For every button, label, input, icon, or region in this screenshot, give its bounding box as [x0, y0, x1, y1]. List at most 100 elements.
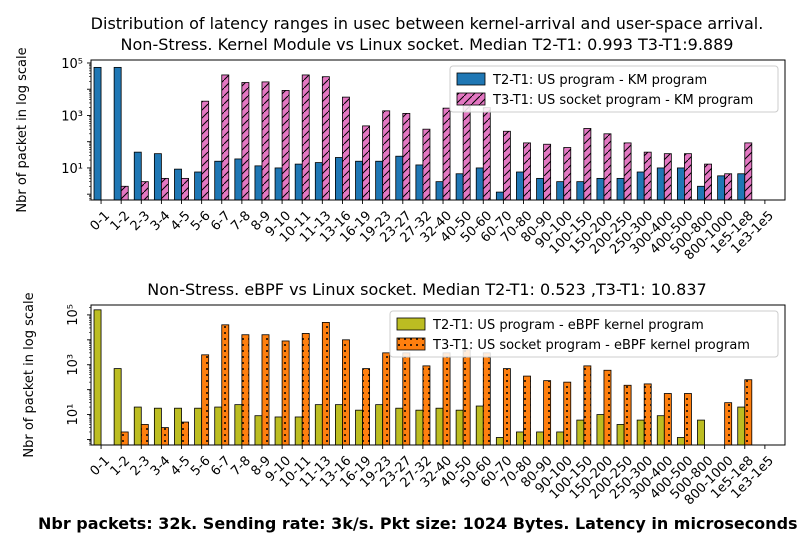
- bar-s0-250-300: [636, 419, 645, 446]
- bar-s0-6-7: [214, 160, 223, 201]
- bar-s0-7-8: [234, 158, 243, 201]
- bar-hatch-s1-23-27: [402, 113, 410, 200]
- bar-s0-250-300: [636, 171, 645, 201]
- legend-label-0: T2-T1: US program - KM program: [492, 73, 707, 88]
- y-tick-label: 10¹: [66, 404, 81, 426]
- bar-hatch-s1-23-27: [402, 352, 410, 445]
- bar-s0-1-2: [113, 368, 122, 446]
- bar-hatch-s1-40-50: [463, 101, 471, 200]
- bar-hatch-s1-13-16: [342, 97, 350, 200]
- bar-s0-9-10: [274, 416, 283, 446]
- bar-hatch-s1-500-800: [704, 164, 712, 200]
- chart-title: Non-Stress. eBPF vs Linux socket. Median…: [147, 280, 706, 299]
- bar-hatch-s1-2-3: [141, 181, 149, 200]
- y-tick-label: 10³: [66, 354, 81, 376]
- bar-s0-27-32: [415, 164, 424, 201]
- bar-hatch-s1-5-6: [201, 101, 209, 200]
- bar-hatch-s1-5-6: [201, 354, 209, 445]
- bar-hatch-s1-27-32: [422, 129, 430, 200]
- bar-hatch-s1-200-250: [624, 385, 632, 445]
- plot-frame: [90, 59, 786, 201]
- bar-hatch-s1-70-80: [523, 376, 531, 445]
- bar-s0-8-9: [254, 165, 263, 201]
- legend-label-0: T2-T1: US program - eBPF kernel program: [432, 318, 704, 333]
- bar-s0-23-27: [395, 155, 404, 201]
- footer-note: Nbr packets: 32k. Sending rate: 3k/s. Pk…: [38, 514, 798, 533]
- bar-s0-9-10: [274, 167, 283, 201]
- bar-hatch-s1-200-250: [624, 142, 632, 200]
- bar-hatch-s1-19-23: [382, 110, 390, 200]
- bar-hatch-s1-100-150: [583, 365, 591, 445]
- bar-hatch-s1-400-500: [684, 393, 692, 445]
- bar-hatch-s1-250-300: [644, 152, 652, 200]
- legend-label-1: T3-T1: US socket program - KM program: [492, 93, 753, 108]
- bar-hatch-s1-40-50: [463, 349, 471, 445]
- bar-hatch-s1-800-1000: [724, 402, 732, 445]
- bar-hatch-s1-60-70: [503, 368, 511, 445]
- bar-hatch-s1-16-19: [362, 368, 370, 445]
- bar-hatch-s1-11-13: [322, 322, 330, 445]
- bar-s0-500-800: [697, 185, 705, 201]
- bar-hatch-s1-7-8: [241, 82, 249, 200]
- bar-s0-50-60: [475, 167, 484, 201]
- chart-subtitle: Non-Stress. Kernel Module vs Linux socke…: [121, 35, 734, 54]
- bar-hatch-s1-80-90: [543, 380, 551, 445]
- bar-hatch-s1-3-4: [161, 178, 169, 200]
- chart-kernel-module: Distribution of latency ranges in usec b…: [15, 14, 786, 263]
- bar-s0-3-4: [153, 153, 162, 201]
- bar-s0-0-1: [93, 309, 102, 446]
- bar-s0-19-23: [375, 404, 384, 446]
- bar-s0-10-11: [294, 416, 303, 446]
- bar-hatch-s1-4-5: [181, 178, 189, 200]
- bar-hatch-s1-60-70: [503, 131, 511, 200]
- bar-hatch-s1-32-40: [443, 352, 451, 445]
- bar-hatch-s1-16-19: [362, 125, 370, 200]
- bar-s0-40-50: [455, 173, 464, 201]
- bar-s0-90-100: [556, 431, 565, 446]
- bar-s0-400-500: [676, 437, 685, 446]
- bar-s0-5-6: [194, 171, 203, 201]
- bar-hatch-s1-100-150: [583, 128, 591, 200]
- bar-hatch-s1-9-10: [282, 90, 290, 200]
- y-axis-label: Nbr of packet in log scale: [22, 292, 37, 457]
- bar-hatch-s1-6-7: [221, 324, 229, 445]
- bar-s0-1e5-1e8: [737, 406, 746, 446]
- bar-s0-8-9: [254, 415, 263, 446]
- bar-hatch-s1-27-32: [422, 365, 430, 445]
- bar-s0-19-23: [375, 160, 384, 201]
- bar-hatch-s1-80-90: [543, 144, 551, 200]
- legend-box: [389, 310, 779, 358]
- bar-hatch-s1-13-16: [342, 339, 350, 445]
- bar-hatch-s1-10-11: [302, 74, 310, 200]
- bar-s0-1-2: [113, 66, 122, 201]
- y-tick-label: 10¹: [61, 162, 83, 177]
- legend-swatch-0: [456, 72, 486, 86]
- bar-hatch-s1-250-300: [644, 383, 652, 445]
- bar-hatch-s1-32-40: [443, 108, 451, 200]
- bar-hatch-s1-6-7: [221, 74, 229, 200]
- legend-box: [449, 65, 779, 113]
- bar-s0-50-60: [475, 405, 484, 446]
- bar-hatch-s1-300-400: [664, 153, 672, 200]
- bar-s0-300-400: [656, 167, 665, 201]
- bar-hatch-s1-800-1000: [724, 173, 732, 200]
- bar-s0-2-3: [133, 406, 142, 446]
- bar-s0-27-32: [415, 409, 424, 446]
- bar-s0-13-16: [335, 404, 343, 446]
- bar-s0-100-150: [576, 181, 585, 201]
- bar-hatch-s1-9-10: [282, 340, 290, 445]
- bar-s0-0-1: [93, 66, 102, 201]
- bar-hatch-s1-7-8: [241, 334, 249, 445]
- bar-hatch-s1-10-11: [302, 333, 310, 445]
- chart-title: Distribution of latency ranges in usec b…: [91, 14, 764, 33]
- legend-swatch-0: [396, 317, 426, 331]
- bar-s0-200-250: [616, 424, 625, 446]
- y-tick-label: 10⁵: [66, 304, 81, 326]
- y-tick-label: 10³: [61, 109, 83, 124]
- bar-s0-70-80: [516, 431, 524, 446]
- bar-hatch-s1-8-9: [261, 81, 270, 200]
- legend-swatch-hatch-1: [457, 93, 485, 105]
- bar-s0-80-90: [536, 431, 545, 446]
- bar-s0-16-19: [355, 160, 363, 201]
